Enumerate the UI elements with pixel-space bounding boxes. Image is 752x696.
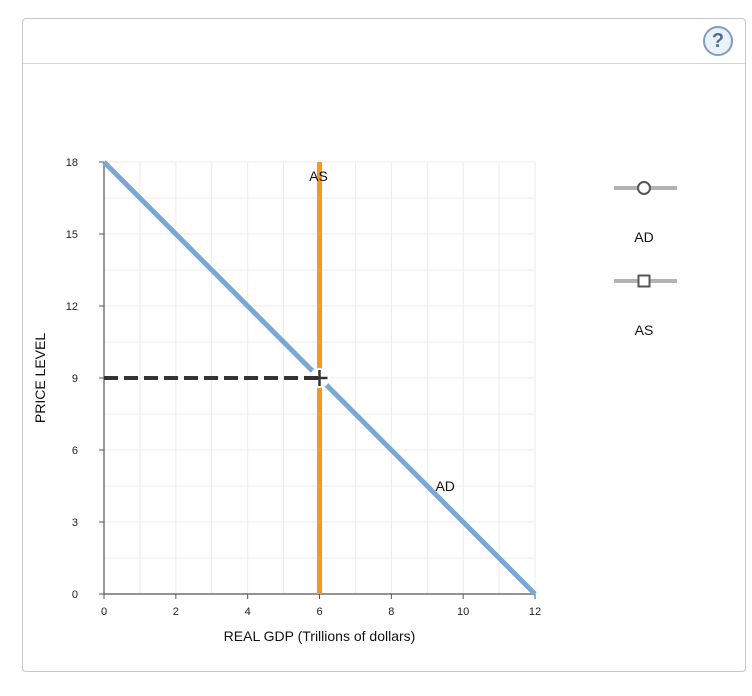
- equilibrium-cross-marker[interactable]: [311, 370, 328, 386]
- as-curve-label: AS: [309, 168, 328, 184]
- y-tick-label: 9: [72, 373, 78, 385]
- x-tick-label: 4: [245, 606, 251, 618]
- y-tick-label: 0: [72, 589, 78, 601]
- series-lines: [102, 160, 537, 596]
- circle-marker-icon: [637, 181, 651, 195]
- x-tick-label: 8: [388, 606, 394, 618]
- x-tick-label: 10: [457, 606, 469, 618]
- axes: 0 2 4 6 8 10 12 0 3 6 9 12 15 18 REAL GDP (Trillions o…: [32, 157, 541, 644]
- y-tick-label: 15: [66, 229, 78, 241]
- panel-header: ?: [23, 19, 745, 64]
- legend-label: AD: [634, 229, 653, 245]
- y-tick-label: 6: [72, 445, 78, 457]
- x-tick-label: 6: [316, 606, 322, 618]
- x-tick-label: 12: [529, 606, 541, 618]
- y-tick-label: 12: [66, 301, 78, 313]
- x-tick-label: 0: [101, 606, 107, 618]
- graph-panel: ?: [22, 18, 746, 672]
- legend-item-ad[interactable]: AD: [614, 181, 677, 245]
- x-axis-label: REAL GDP (Trillions of dollars): [224, 628, 416, 644]
- ad-curve-label: AD: [435, 478, 454, 494]
- legend-label: AS: [635, 322, 654, 338]
- legend-item-as[interactable]: AS: [614, 274, 677, 339]
- x-tick-label: 2: [173, 606, 179, 618]
- y-tick-label: 3: [72, 517, 78, 529]
- help-button[interactable]: ?: [703, 26, 733, 56]
- y-axis-label: PRICE LEVEL: [32, 333, 48, 423]
- legend[interactable]: AD AS: [614, 181, 677, 339]
- square-marker-icon: [637, 274, 651, 288]
- labels: AS AD: [309, 168, 455, 494]
- y-tick-label: 18: [66, 157, 78, 169]
